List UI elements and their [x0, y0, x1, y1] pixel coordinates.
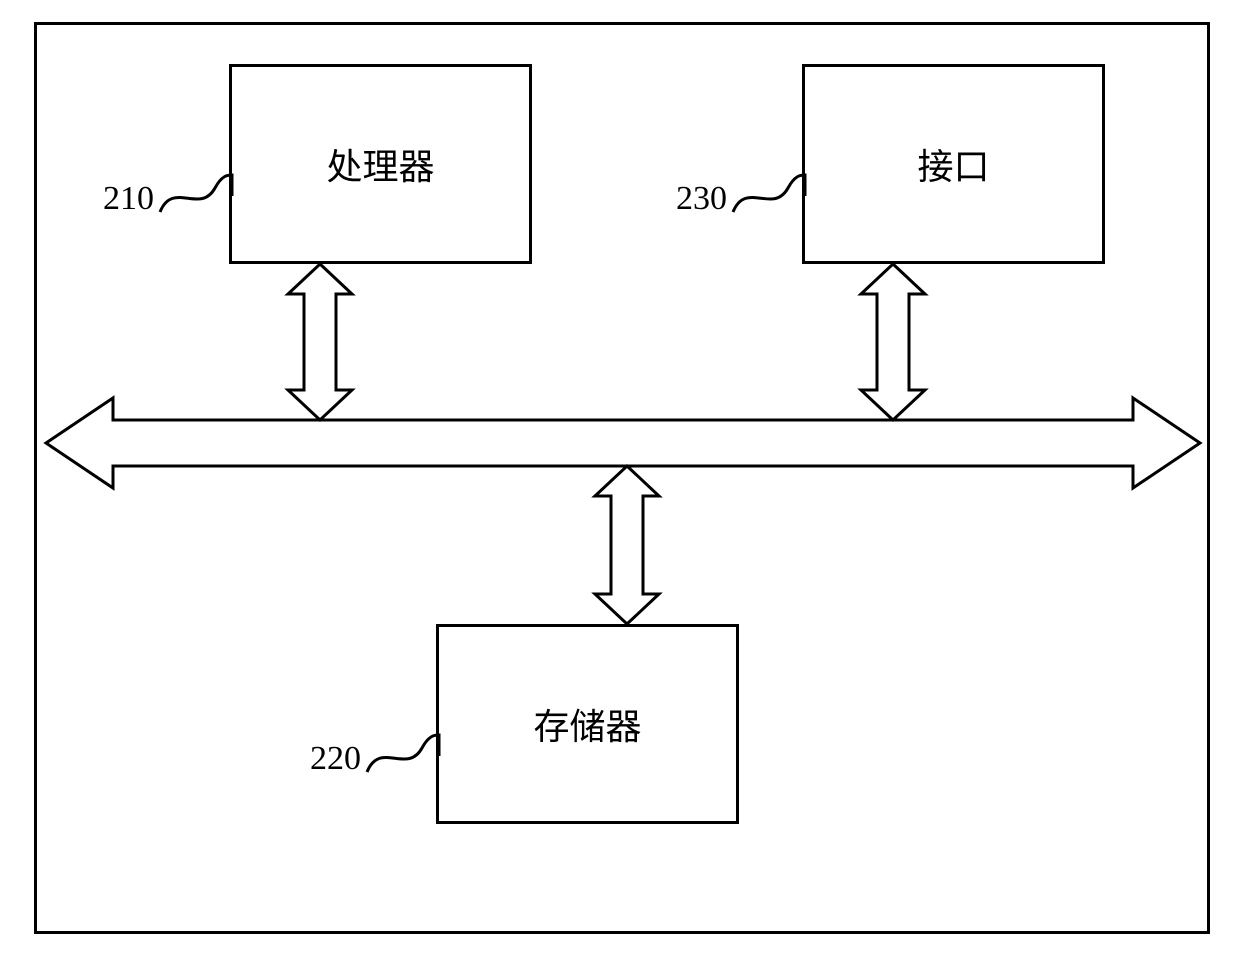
interface-to-bus [861, 264, 925, 420]
lead-line-interface [733, 175, 805, 212]
lead-line-processor [160, 175, 232, 212]
storage-to-bus [595, 466, 659, 624]
processor-to-bus [288, 264, 352, 420]
lead-line-storage [367, 735, 439, 772]
diagram-canvas: 处理器 接口 存储器 210 230 220 [0, 0, 1240, 960]
connectors-svg [0, 0, 1240, 960]
